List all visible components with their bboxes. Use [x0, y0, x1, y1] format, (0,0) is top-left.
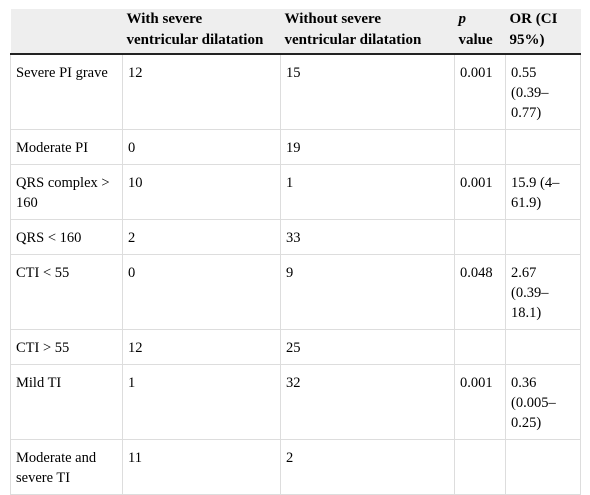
cell-p-value: 0.048 [454, 254, 506, 330]
cell-without-dilatation-count: 32 [280, 364, 455, 440]
cell-with-dilatation-count: 1 [122, 364, 281, 440]
cell-odds-ratio [505, 329, 581, 365]
cell-row-label: CTI > 55 [10, 329, 123, 365]
table-header: With severe ventricular dilatation Witho… [10, 9, 581, 55]
header-with-severe-dilatation: With severe ventricular dilatation [122, 9, 281, 55]
cell-p-value: 0.001 [454, 364, 506, 440]
header-p-value: p value [454, 9, 506, 55]
cell-odds-ratio [505, 219, 581, 255]
cell-with-dilatation-count: 12 [122, 54, 281, 130]
cell-without-dilatation-count: 19 [280, 129, 455, 165]
cell-p-value [454, 219, 506, 255]
header-without-severe-dilatation: Without severe ventricular dilatation [280, 9, 455, 55]
header-cell-blank [10, 9, 123, 55]
table-body: Severe PI grave 12 15 0.001 0.55 (0.39–0.77)… [10, 54, 581, 495]
cell-p-value [454, 129, 506, 165]
cell-p-value [454, 439, 506, 495]
cell-without-dilatation-count: 2 [280, 439, 455, 495]
header-odds-ratio: OR (CI 95%) [505, 9, 581, 55]
cell-odds-ratio: 15.9 (4–61.9) [505, 164, 581, 220]
cell-with-dilatation-count: 11 [122, 439, 281, 495]
cell-with-dilatation-count: 2 [122, 219, 281, 255]
cell-without-dilatation-count: 1 [280, 164, 455, 220]
table-row: Moderate PI 0 19 [10, 129, 581, 165]
cell-without-dilatation-count: 33 [280, 219, 455, 255]
table-row: Mild TI 1 32 0.001 0.36 (0.005–0.25) [10, 364, 581, 440]
header-row: With severe ventricular dilatation Witho… [10, 9, 581, 55]
cell-without-dilatation-count: 25 [280, 329, 455, 365]
cell-p-value: 0.001 [454, 164, 506, 220]
cell-row-label: QRS complex > 160 [10, 164, 123, 220]
table-row: QRS < 160 2 33 [10, 219, 581, 255]
table-row: QRS complex > 160 10 1 0.001 15.9 (4–61.9) [10, 164, 581, 220]
cell-odds-ratio [505, 439, 581, 495]
cell-odds-ratio: 0.55 (0.39–0.77) [505, 54, 581, 130]
header-p-letter: p [458, 11, 467, 27]
header-value-word: value [458, 32, 493, 48]
cell-with-dilatation-count: 10 [122, 164, 281, 220]
cell-row-label: Severe PI grave [10, 54, 123, 130]
table-row: CTI < 55 0 9 0.048 2.67 (0.39–18.1) [10, 254, 581, 330]
cell-row-label: QRS < 160 [10, 219, 123, 255]
table-row: CTI > 55 12 25 [10, 329, 581, 365]
cell-odds-ratio [505, 129, 581, 165]
cell-row-label: Moderate PI [10, 129, 123, 165]
cell-with-dilatation-count: 12 [122, 329, 281, 365]
table-row: Moderate and severe TI 11 2 [10, 439, 581, 495]
table-row: Severe PI grave 12 15 0.001 0.55 (0.39–0.77) [10, 54, 581, 130]
table-container: With severe ventricular dilatation Witho… [10, 9, 581, 495]
cell-row-label: CTI < 55 [10, 254, 123, 330]
cell-with-dilatation-count: 0 [122, 129, 281, 165]
cell-p-value: 0.001 [454, 54, 506, 130]
cell-with-dilatation-count: 0 [122, 254, 281, 330]
cell-without-dilatation-count: 9 [280, 254, 455, 330]
cell-odds-ratio: 2.67 (0.39–18.1) [505, 254, 581, 330]
cell-row-label: Moderate and severe TI [10, 439, 123, 495]
data-table: With severe ventricular dilatation Witho… [10, 9, 581, 495]
cell-odds-ratio: 0.36 (0.005–0.25) [505, 364, 581, 440]
cell-without-dilatation-count: 15 [280, 54, 455, 130]
cell-p-value [454, 329, 506, 365]
cell-row-label: Mild TI [10, 364, 123, 440]
